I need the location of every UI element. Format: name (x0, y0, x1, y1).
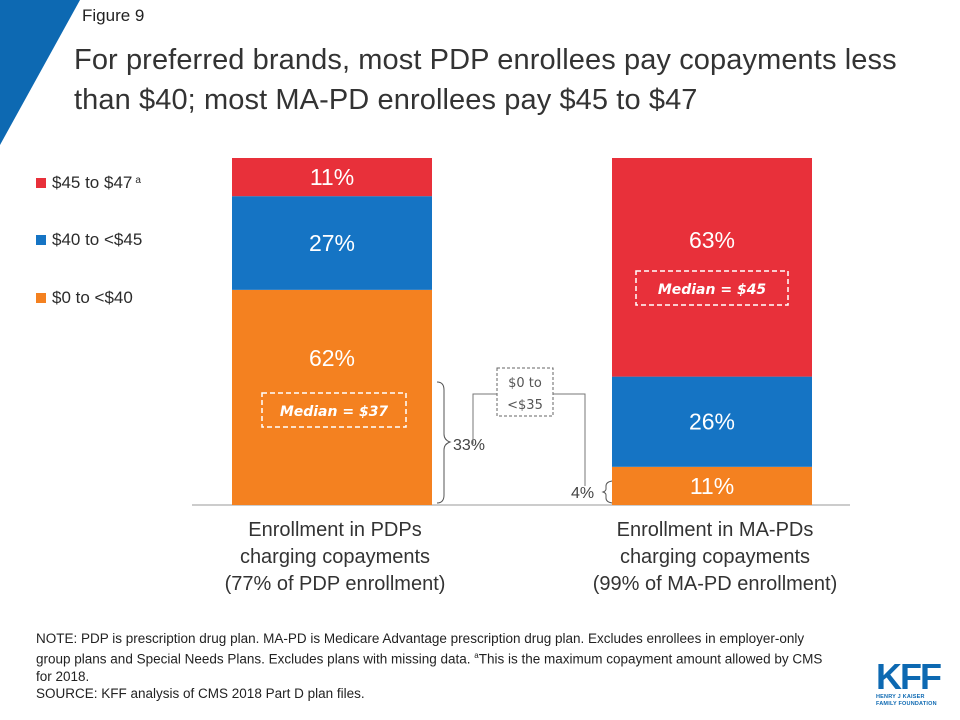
connector-right (553, 393, 586, 486)
legend-footnote-marker: a (135, 175, 141, 186)
note-text-2: This is the maximum copayment amount all… (36, 651, 823, 684)
median-mapd-box (635, 270, 789, 306)
x-label-pdp: Enrollment in PDPs charging copayments (… (190, 517, 480, 598)
bar-segment (612, 158, 812, 377)
sub-range-label-line1: $0 to (508, 376, 542, 391)
mapd-brace (601, 480, 613, 504)
pdp-brace (436, 381, 452, 504)
logo-wordmark: KFF (876, 656, 942, 697)
x-label-line: Enrollment in PDPs (248, 519, 422, 541)
sub-range-label-line2: <$35 (507, 398, 543, 413)
data-label: 27% (309, 230, 355, 256)
corner-triangle (0, 0, 80, 145)
x-label-line: Enrollment in MA-PDs (616, 519, 814, 541)
data-label: 11% (690, 473, 734, 499)
figure-label: Figure 9 (82, 6, 145, 25)
data-label: 62% (309, 345, 355, 371)
x-label-line: (77% of PDP enrollment) (224, 573, 446, 595)
mapd-sub-share-label: 4% (571, 485, 594, 502)
legend-label: $40 to <$45 (52, 230, 143, 249)
legend-swatch (36, 234, 46, 245)
x-label-line: (99% of MA-PD enrollment) (592, 573, 838, 595)
legend-label: $45 to $47 (52, 173, 133, 192)
x-label-line: charging copayments (239, 546, 431, 568)
bar-segment (232, 158, 432, 197)
kff-logo: KFF HENRY J KAISER FAMILY FOUNDATION (876, 656, 948, 707)
source-text: SOURCE: KFF analysis of CMS 2018 Part D … (36, 685, 365, 701)
legend-swatch (36, 292, 46, 303)
data-label: 26% (689, 409, 735, 435)
footnote: NOTE: PDP is prescription drug plan. MA-… (36, 630, 836, 702)
bar-segment (612, 376, 812, 467)
bar-segment (232, 289, 432, 505)
legend-item-45-to-47: $45 to $47 a (36, 170, 141, 192)
x-label-mapd: Enrollment in MA-PDs charging copayments… (560, 517, 870, 598)
bar-segment (232, 196, 432, 290)
data-label: 11% (310, 164, 354, 190)
pdp-sub-share-label: 33% (453, 437, 485, 454)
median-pdp-box (261, 392, 407, 428)
bar-segment (612, 466, 812, 505)
legend-swatch (36, 177, 46, 188)
median-mapd-label: Median = $45 (658, 282, 767, 298)
median-pdp-label: Median = $37 (280, 404, 389, 420)
legend-label: $0 to <$40 (52, 288, 133, 307)
logo-subtitle-2: FAMILY FOUNDATION (876, 700, 937, 707)
logo-subtitle-1: HENRY J KAISER (876, 694, 925, 700)
sub-range-box (496, 367, 554, 417)
legend-item-40-to-45: $40 to <$45 (36, 229, 142, 251)
x-label-line: charging copayments (619, 546, 811, 568)
legend-item-0-to-40: $0 to <$40 (36, 287, 133, 309)
chart-title: For preferred brands, most PDP enrollees… (74, 44, 897, 116)
data-label: 63% (689, 227, 735, 253)
note-text: NOTE: PDP is prescription drug plan. MA-… (36, 631, 805, 667)
note-footnote-marker: a (474, 651, 479, 660)
connector-left (472, 393, 497, 444)
